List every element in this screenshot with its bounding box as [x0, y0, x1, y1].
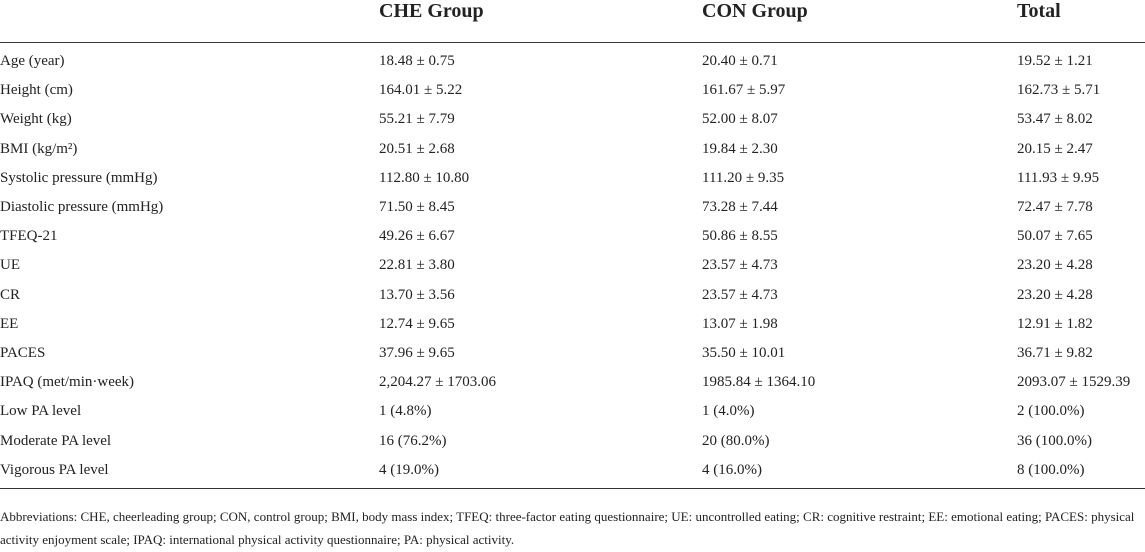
cell-total: 23.20 ± 4.28	[1017, 257, 1093, 274]
cell-con-group: 73.28 ± 7.44	[702, 199, 778, 216]
cell-variable: Weight (kg)	[0, 111, 72, 128]
table-row: Vigorous PA level 4 (19.0%) 4 (16.0%) 8 (10…	[0, 455, 1145, 489]
cell-variable: Low PA level	[0, 403, 82, 420]
cell-che-group: 4 (19.0%)	[369, 455, 702, 489]
table-row: EE 12.74 ± 9.65 13.07 ± 1.98 12.91 ± 1.82	[0, 310, 1145, 339]
table-body: Age (year) 18.48 ± 0.75 20.40 ± 0.71 19.52 …	[0, 43, 1145, 489]
cell-total: 2 (100.0%)	[1017, 403, 1085, 420]
data-table-container: CHE Group CON Group Total Age (year) 18.4…	[0, 0, 1145, 489]
cell-che-group: 164.01 ± 5.22	[379, 82, 463, 99]
table-footnote: Abbreviations: CHE, cheerleading group; …	[0, 509, 1135, 547]
cell-variable: PACES	[0, 344, 46, 361]
table-row: BMI (kg/m²) 20.51 ± 2.68 19.84 ± 2.30 20.15…	[0, 135, 1145, 164]
cell-variable: Diastolic pressure (mmHg)	[0, 199, 164, 216]
cell-con-group: 1 (4.0%)	[702, 403, 755, 420]
cell-variable: EE	[0, 315, 19, 332]
cell-total: 20.15 ± 2.47	[1017, 140, 1093, 157]
cell-con-group: 111.20 ± 9.35	[702, 169, 785, 186]
cell-che-group: 37.96 ± 9.65	[379, 344, 455, 361]
cell-variable: UE	[0, 257, 20, 274]
cell-che-group: 22.81 ± 3.80	[379, 257, 455, 274]
cell-con-group: 52.00 ± 8.07	[702, 111, 778, 128]
table-row: TFEQ-21 49.26 ± 6.67 50.86 ± 8.55 50.07 ± 7…	[0, 222, 1145, 251]
cell-con-group: 1985.84 ± 1364.10	[702, 374, 816, 391]
table-row: PACES 37.96 ± 9.65 35.50 ± 10.01 36.71 ± 9.…	[0, 339, 1145, 368]
cell-che-group: 20.51 ± 2.68	[379, 140, 455, 157]
cell-che-group: 2,204.27 ± 1703.06	[379, 374, 496, 391]
cell-variable: Age (year)	[0, 53, 65, 70]
table-row: CR 13.70 ± 3.56 23.57 ± 4.73 23.20 ± 4.28	[0, 281, 1145, 310]
header-cell-con-group: CON Group	[702, 0, 1015, 43]
cell-con-group: 20 (80.0%)	[702, 432, 770, 449]
cell-che-group: 55.21 ± 7.79	[379, 111, 455, 128]
cell-con-group: 23.57 ± 4.73	[702, 286, 778, 303]
cell-con-group: 20.40 ± 0.71	[702, 53, 778, 70]
cell-che-group: 18.48 ± 0.75	[379, 53, 455, 70]
cell-total: 2093.07 ± 1529.39	[1017, 374, 1131, 391]
cell-variable: Moderate PA level	[0, 432, 112, 449]
cell-total: 8 (100.0%)	[1015, 455, 1145, 489]
cell-con-group: 50.86 ± 8.55	[702, 228, 778, 245]
table-row: Age (year) 18.48 ± 0.75 20.40 ± 0.71 19.52 …	[0, 43, 1145, 77]
cell-che-group: 12.74 ± 9.65	[379, 315, 455, 332]
cell-variable: TFEQ-21	[0, 228, 58, 245]
cell-che-group: 49.26 ± 6.67	[379, 228, 455, 245]
table-row: Height (cm) 164.01 ± 5.22 161.67 ± 5.97 162…	[0, 76, 1145, 105]
participant-characteristics-table: CHE Group CON Group Total Age (year) 18.4…	[0, 0, 1145, 489]
cell-che-group: 71.50 ± 8.45	[379, 199, 455, 216]
cell-total: 36.71 ± 9.82	[1017, 344, 1093, 361]
table-row: Diastolic pressure (mmHg) 71.50 ± 8.45 73.…	[0, 193, 1145, 222]
table-row: Low PA level 1 (4.8%) 1 (4.0%) 2 (100.0%)	[0, 397, 1145, 426]
cell-con-group: 19.84 ± 2.30	[702, 140, 778, 157]
cell-variable: BMI (kg/m²)	[0, 140, 78, 157]
cell-che-group: 13.70 ± 3.56	[379, 286, 455, 303]
cell-total: 72.47 ± 7.78	[1017, 199, 1093, 216]
cell-con-group: 161.67 ± 5.97	[702, 82, 786, 99]
cell-total: 23.20 ± 4.28	[1017, 286, 1093, 303]
header-cell-variable	[0, 0, 369, 43]
header-cell-che-group: CHE Group	[369, 0, 702, 43]
table-row: Moderate PA level 16 (76.2%) 20 (80.0%) 36 …	[0, 426, 1145, 455]
cell-total: 19.52 ± 1.21	[1017, 53, 1093, 70]
cell-con-group: 35.50 ± 10.01	[702, 344, 786, 361]
cell-che-group: 112.80 ± 10.80	[379, 169, 470, 186]
table-row: IPAQ (met/min·week) 2,204.27 ± 1703.06 198…	[0, 368, 1145, 397]
cell-con-group: 13.07 ± 1.98	[702, 315, 778, 332]
header-cell-total: Total	[1015, 0, 1145, 43]
cell-che-group: 1 (4.8%)	[379, 403, 432, 420]
header-row: CHE Group CON Group Total	[0, 0, 1145, 43]
cell-che-group: 16 (76.2%)	[379, 432, 447, 449]
cell-con-group: 4 (16.0%)	[702, 455, 1015, 489]
table-header: CHE Group CON Group Total	[0, 0, 1145, 43]
cell-total: 50.07 ± 7.65	[1017, 228, 1093, 245]
table-row: Systolic pressure (mmHg) 112.80 ± 10.80 11…	[0, 164, 1145, 193]
cell-variable: Systolic pressure (mmHg)	[0, 169, 158, 186]
cell-variable: Height (cm)	[0, 82, 73, 99]
cell-variable: CR	[0, 286, 21, 303]
cell-total: 162.73 ± 5.71	[1017, 82, 1101, 99]
cell-total: 12.91 ± 1.82	[1017, 315, 1093, 332]
cell-con-group: 23.57 ± 4.73	[702, 257, 778, 274]
cell-total: 53.47 ± 8.02	[1017, 111, 1093, 128]
cell-variable: IPAQ (met/min·week)	[0, 374, 135, 391]
cell-total: 36 (100.0%)	[1017, 432, 1092, 449]
table-row: Weight (kg) 55.21 ± 7.79 52.00 ± 8.07 53.47…	[0, 105, 1145, 134]
cell-variable: Vigorous PA level	[0, 455, 369, 489]
cell-total: 111.93 ± 9.95	[1017, 169, 1100, 186]
table-row: UE 22.81 ± 3.80 23.57 ± 4.73 23.20 ± 4.28	[0, 251, 1145, 280]
